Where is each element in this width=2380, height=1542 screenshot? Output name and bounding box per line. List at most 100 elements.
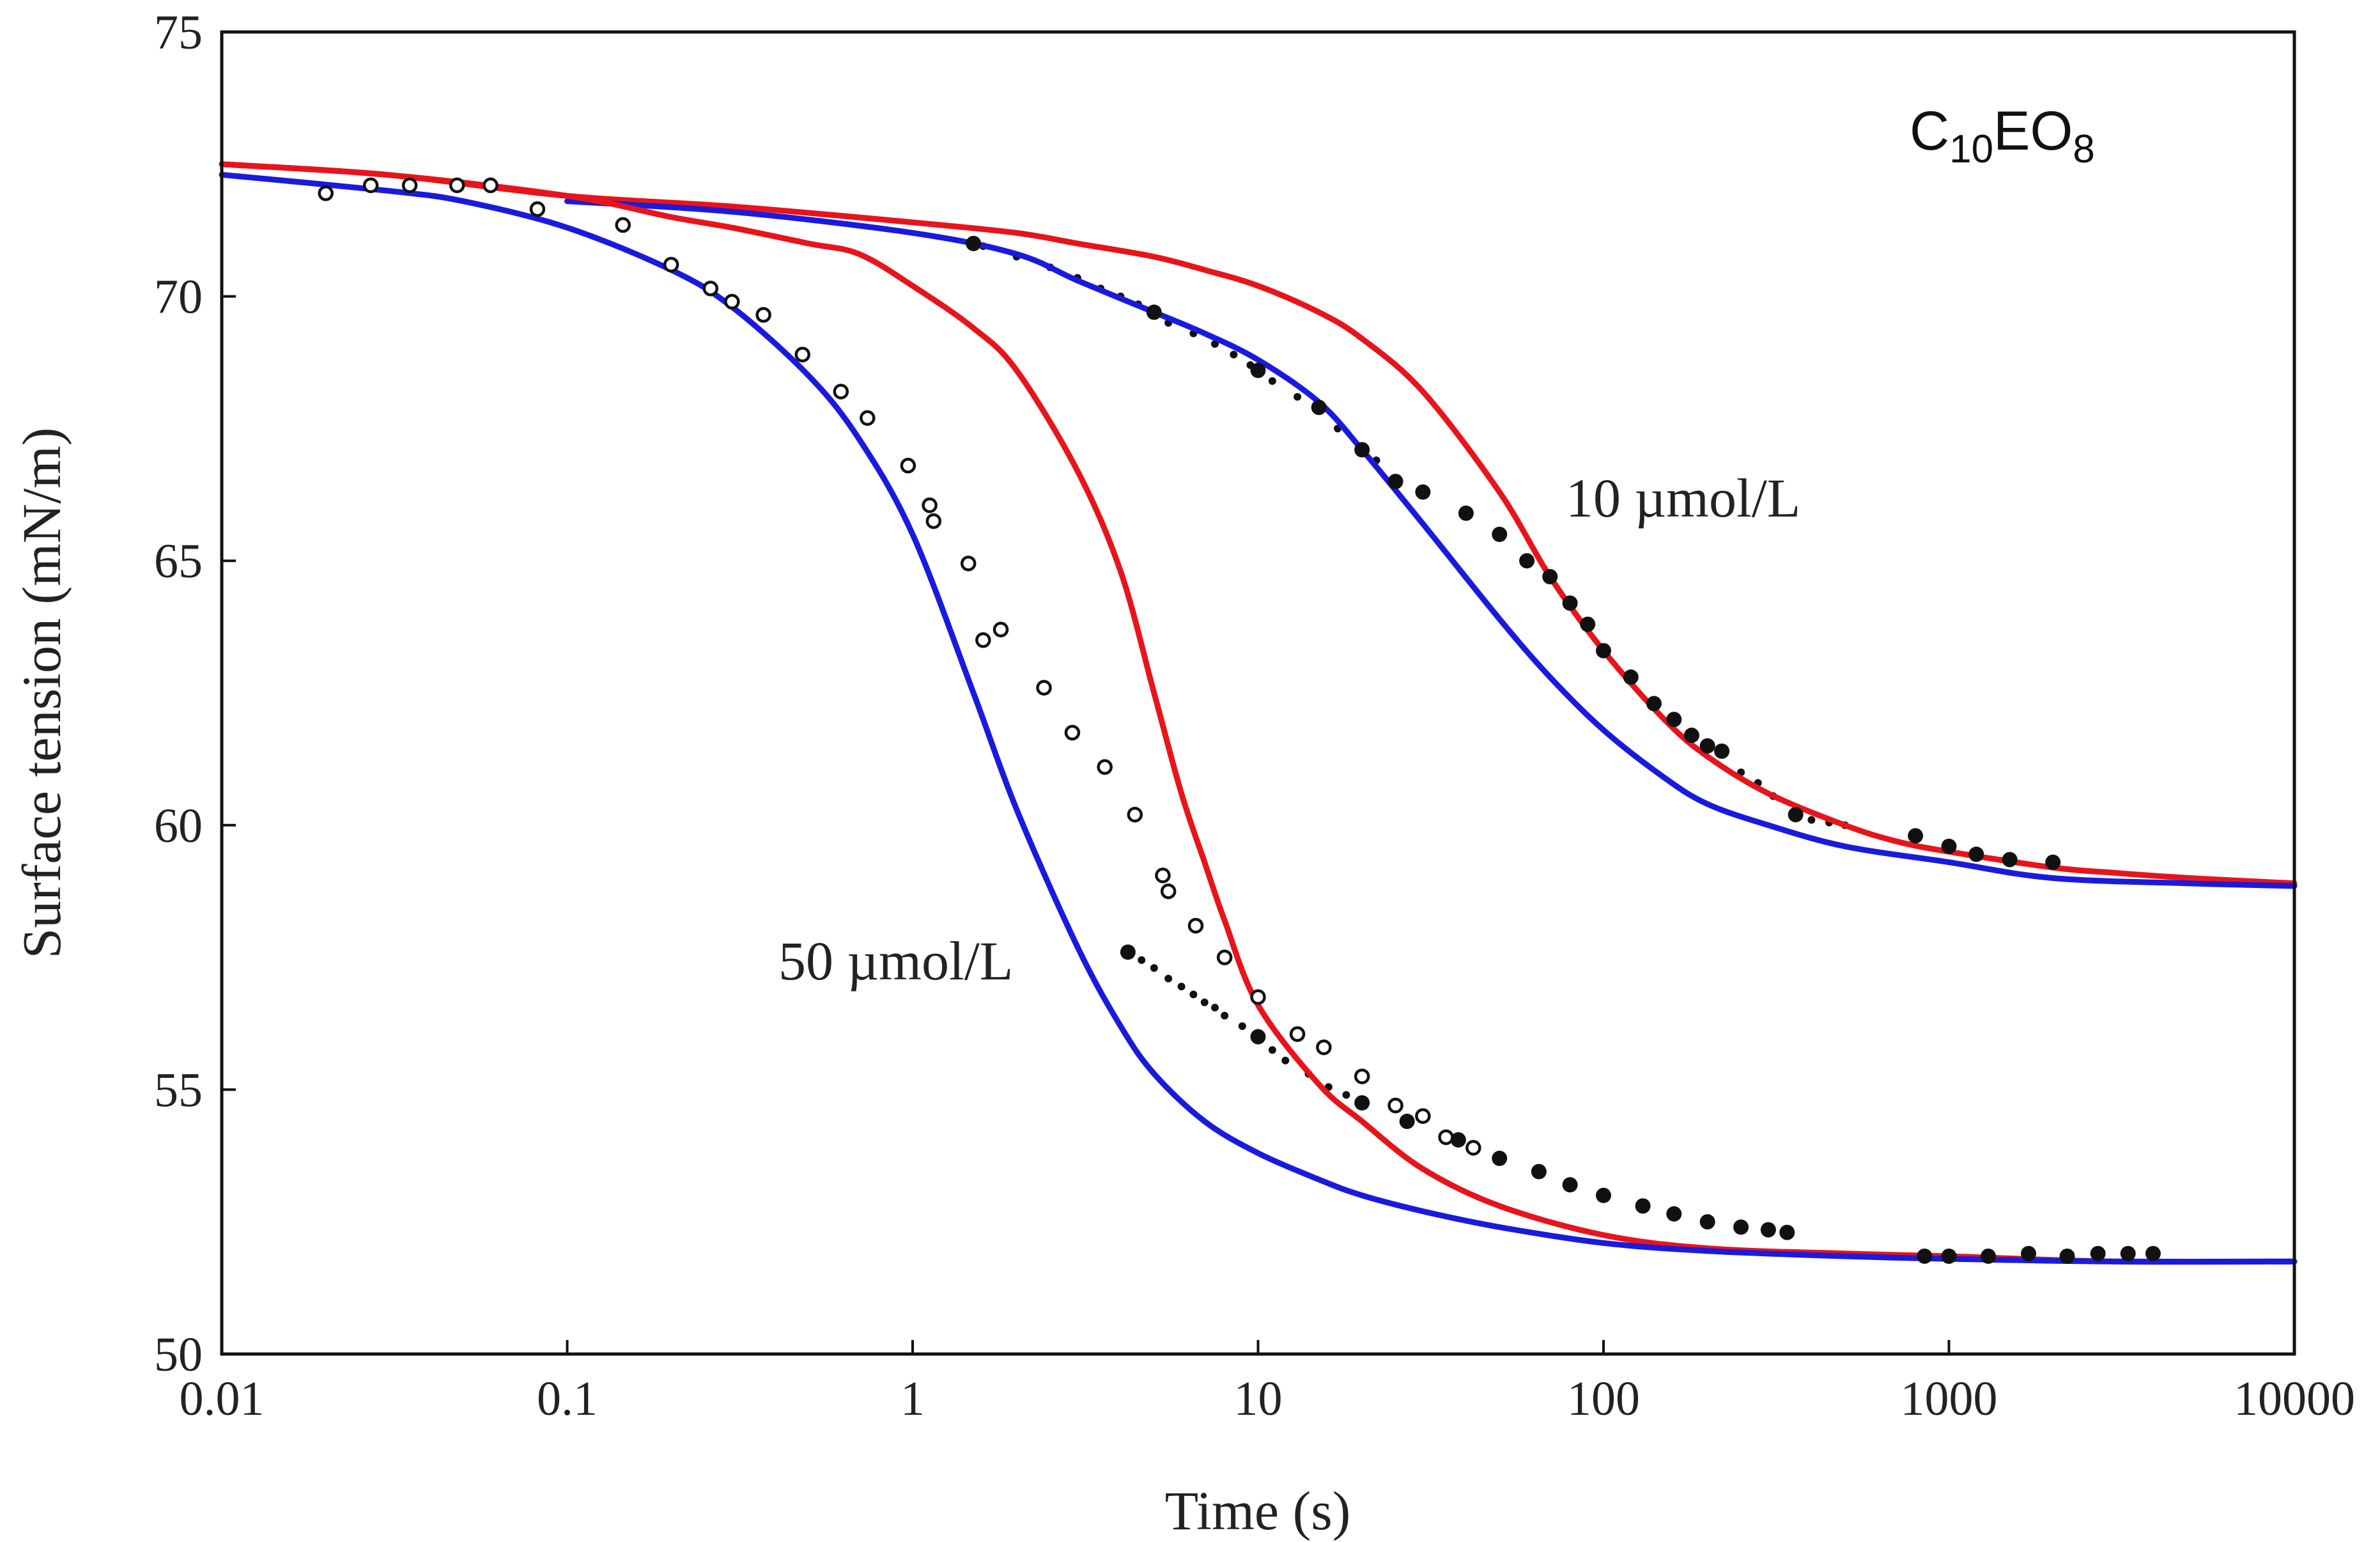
data-point-small: [1177, 983, 1186, 991]
data-point-filled: [2090, 1245, 2106, 1261]
data-point-filled: [1981, 1248, 1997, 1264]
data-point-filled: [1779, 1224, 1795, 1240]
data-point-small: [1281, 1056, 1290, 1064]
data-point-open: [1438, 1129, 1454, 1146]
data-point-filled: [1415, 484, 1431, 500]
data-point-filled: [2002, 852, 2018, 868]
data-point-filled: [1666, 712, 1682, 728]
x-tick-label: 1000: [1901, 1372, 1998, 1426]
data-point-open: [1415, 1108, 1431, 1125]
data-point-filled: [1733, 1219, 1749, 1235]
data-point-open: [362, 177, 379, 194]
data-point-filled: [1542, 569, 1558, 585]
data-point-open: [755, 307, 771, 323]
data-point-filled: [1596, 1187, 1611, 1203]
y-tick-label: 65: [154, 534, 203, 588]
y-tick-label: 60: [154, 799, 203, 853]
data-point-filled: [2120, 1245, 2136, 1261]
data-point-filled: [1399, 1114, 1415, 1130]
data-point-filled: [966, 235, 982, 251]
data-point-open: [1250, 989, 1266, 1005]
data-point-filled: [1450, 1132, 1466, 1148]
data-point-filled: [1596, 642, 1611, 658]
data-point-small: [1138, 956, 1146, 964]
data-point-filled: [2145, 1245, 2161, 1261]
data-point-open: [1289, 1026, 1306, 1042]
data-point-small: [1238, 1022, 1246, 1031]
data-point-small: [1268, 1046, 1276, 1054]
data-point-filled: [2021, 1245, 2037, 1261]
data-point-open: [483, 177, 498, 194]
data-point-open: [960, 556, 977, 572]
data-point-small: [1342, 1091, 1350, 1099]
data-point-open: [1316, 1039, 1332, 1055]
data-point-small: [1230, 350, 1238, 359]
data-point-open: [794, 347, 810, 362]
data-point-filled: [1760, 1222, 1776, 1238]
data-point-small: [1294, 393, 1302, 401]
data-point-filled: [1492, 526, 1508, 542]
compound-subscript-1: 10: [1949, 127, 1993, 171]
series-line: [219, 161, 2298, 887]
data-point-open: [993, 621, 1009, 637]
data-point-open: [1216, 949, 1233, 965]
data-point-filled: [1531, 1164, 1547, 1180]
data-point-open: [1160, 883, 1177, 900]
x-tick-label: 10000: [2234, 1372, 2355, 1426]
data-point-open: [615, 217, 631, 233]
data-point-open: [833, 384, 849, 400]
compound-middle: EO: [1993, 100, 2073, 162]
data-point-small: [1189, 990, 1198, 999]
data-point-filled: [1646, 696, 1662, 712]
data-point-open: [529, 201, 546, 217]
x-tick-label: 0.01: [180, 1372, 265, 1426]
data-point-small: [1200, 998, 1209, 1006]
y-tick-label: 70: [154, 270, 203, 324]
data-point-small: [1164, 974, 1173, 983]
data-point-filled: [1146, 304, 1162, 320]
compound-label: C10EO8: [1910, 100, 2095, 171]
data-point-filled: [1941, 838, 1957, 854]
data-point-filled: [1562, 595, 1578, 611]
data-point-filled: [1519, 553, 1535, 569]
data-point-filled: [1968, 846, 1984, 862]
data-point-filled: [1354, 442, 1370, 458]
annotation-10-umol: 10 µmol/L: [1566, 467, 1800, 529]
data-point-small: [1807, 816, 1816, 824]
data-point-filled: [2059, 1248, 2075, 1264]
data-point-filled: [1250, 362, 1266, 378]
data-point-filled: [1683, 728, 1699, 744]
data-point-open: [702, 280, 719, 297]
data-point-open: [663, 256, 679, 273]
compound-subscript-2: 8: [2073, 127, 2094, 171]
data-point-small: [1150, 964, 1158, 972]
x-tick-label: 100: [1567, 1372, 1640, 1426]
data-point-filled: [1250, 1029, 1266, 1045]
compound-base: C: [1910, 100, 1949, 162]
data-point-filled: [1917, 1248, 1933, 1264]
data-point-filled: [1941, 1248, 1957, 1264]
y-tick-label: 75: [154, 6, 203, 59]
data-point-open: [860, 410, 876, 426]
data-point-open: [1187, 917, 1204, 934]
data-point-open: [318, 185, 334, 201]
data-point-filled: [1699, 738, 1715, 754]
data-point-open: [1354, 1068, 1370, 1084]
data-point-filled: [1120, 944, 1136, 960]
data-point-filled: [1788, 807, 1804, 823]
data-point-filled: [1562, 1177, 1578, 1193]
data-point-open: [925, 513, 942, 529]
data-point-small: [1221, 1011, 1229, 1020]
data-point-filled: [1492, 1150, 1508, 1166]
data-point-open: [1036, 680, 1052, 696]
y-tick-label: 55: [154, 1063, 203, 1117]
data-point-filled: [1635, 1198, 1651, 1214]
data-point-open: [1465, 1140, 1481, 1156]
data-point-filled: [1714, 743, 1730, 759]
data-point-open: [724, 293, 740, 310]
x-tick-label: 1: [900, 1372, 925, 1426]
data-point-filled: [1311, 400, 1327, 416]
series-layer: [219, 161, 2298, 1265]
data-point-filled: [1458, 505, 1474, 521]
